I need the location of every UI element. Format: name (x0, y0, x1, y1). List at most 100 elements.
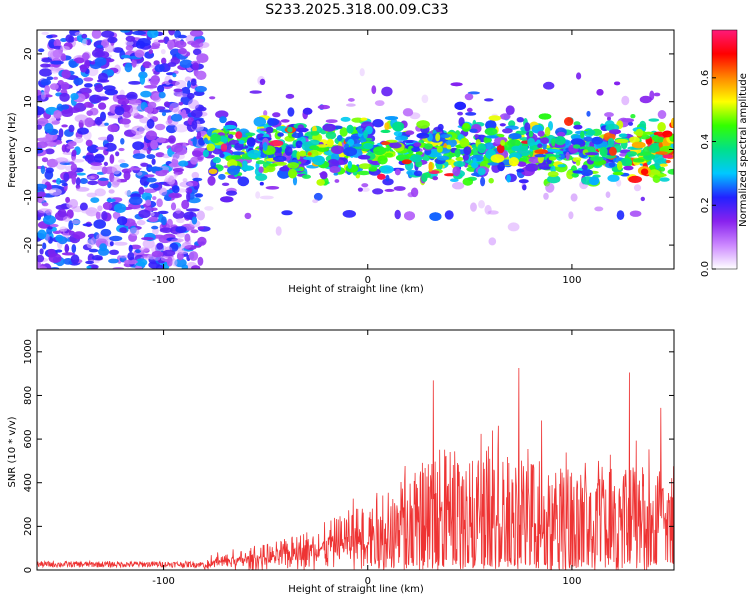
spectrogram-cell (381, 86, 393, 97)
spectrogram-cell (464, 93, 474, 101)
spectrogram-cell (566, 169, 574, 180)
spectrogram-cell (162, 249, 176, 257)
spectrogram-cell (68, 124, 75, 133)
spectrogram-cell (564, 117, 574, 126)
spectrogram-cell (599, 146, 608, 157)
spectrogram-cell (499, 123, 506, 127)
spectrogram-cell (84, 117, 94, 128)
spectrogram-cell (299, 150, 307, 157)
spectrogram-cell (348, 98, 355, 102)
spectrogram-cell (413, 170, 423, 177)
spectrogram-cell (147, 166, 161, 172)
spectrogram-cell (109, 154, 115, 164)
spectrogram-cell (124, 62, 133, 73)
spectrogram-cell (174, 173, 179, 177)
spectrogram-cell (308, 139, 321, 147)
spectrogram-cell (154, 123, 166, 131)
spectrogram-cell (207, 175, 216, 186)
spectrogram-cell (111, 164, 121, 175)
spectrogram-cell (537, 130, 545, 137)
spectrogram-cell (281, 210, 293, 216)
spectrogram-cell (67, 141, 77, 147)
spectrogram-cell (316, 179, 326, 186)
spectrogram-cell (114, 106, 125, 116)
spectrogram-cell (74, 114, 89, 123)
spectrogram-cell (170, 202, 177, 211)
spectrogram-cell (55, 234, 64, 242)
spectrogram-cell (407, 145, 415, 154)
spectrogram-cell (626, 151, 638, 157)
spectrogram-cell (358, 154, 371, 160)
spectrogram-cell (263, 110, 268, 117)
spectrogram-cell (540, 137, 549, 145)
spectrogram-x-ticks: -100 0 100 (152, 30, 581, 286)
spectrogram-cell (302, 107, 313, 115)
spectrogram-cell (68, 107, 81, 113)
spectrogram-cell (131, 125, 145, 135)
spectrogram-cell (86, 192, 97, 198)
spectrogram-cell (543, 81, 555, 90)
spectrogram-cell (637, 152, 652, 156)
spectrogram-cell (66, 209, 74, 219)
spectrogram-cell (384, 188, 395, 192)
spectrogram-cell (653, 92, 661, 97)
spectrogram-cell (131, 58, 137, 68)
spectrogram-cell (129, 107, 139, 117)
spectrogram-cell (175, 80, 187, 89)
spectrogram-cell (85, 260, 94, 265)
spectrogram-cell (453, 160, 466, 168)
spectrogram-cell (196, 131, 202, 139)
spectrogram-cell (109, 235, 123, 242)
spectrogram-cell (596, 89, 604, 96)
spectrogram-cell (190, 229, 199, 234)
spectrogram-cell (384, 116, 399, 121)
spectrogram-cell (244, 212, 252, 220)
spectrogram-cell (500, 139, 506, 146)
spectrogram-cell (470, 154, 484, 162)
spectrogram-cell (148, 216, 159, 222)
colorbar-tick-label: 0.6 (700, 70, 711, 86)
spectrogram-cell (96, 146, 108, 150)
spectrogram-cell (657, 173, 667, 177)
spectrogram-cell (38, 197, 46, 203)
spectrogram-cell (342, 210, 356, 218)
spectrogram-cell (168, 79, 173, 83)
spectrogram-cell (64, 243, 69, 254)
spectrogram-cell (53, 39, 61, 48)
spectrogram-cell (89, 94, 102, 104)
spectrogram-cell (91, 30, 102, 39)
spectrogram-x-axis-label: Height of straight line (km) (288, 284, 424, 295)
spectrogram-cell (140, 162, 149, 167)
spectrogram-cell (231, 151, 245, 155)
x-tick-label: 100 (562, 576, 581, 587)
spectrogram-cell (488, 237, 497, 246)
spectrogram-cell (99, 243, 107, 252)
spectrogram-cell (81, 33, 88, 39)
spectrogram-cell (176, 252, 184, 261)
spectrogram-cell (485, 135, 499, 139)
spectrogram-cell (158, 91, 166, 99)
spectrogram-cell (267, 118, 280, 126)
spectrogram-cell (428, 161, 433, 172)
spectrogram-cell (462, 177, 474, 186)
spectrogram-cell (548, 156, 557, 161)
spectrogram-cell (141, 237, 154, 241)
spectrogram-cell (525, 163, 539, 172)
spectrogram-cell (61, 252, 76, 256)
spectrogram-cell (377, 173, 386, 180)
snr-panel: -100 0 100 0 200 400 600 800 1000 Height of str… (7, 329, 675, 595)
spectrogram-cell (621, 95, 630, 106)
spectrogram-cell (158, 187, 168, 196)
spectrogram-cell (467, 91, 480, 95)
spectrogram-cell (175, 208, 182, 214)
spectrogram-cell (100, 228, 112, 237)
y-tick-label: 400 (23, 473, 34, 492)
spectrogram-cell (40, 63, 51, 68)
spectrogram-cell (586, 129, 596, 136)
spectrogram-cell (146, 177, 157, 183)
spectrogram-cell (85, 139, 93, 147)
spectrogram-cell (615, 138, 629, 144)
spectrogram-cell (359, 68, 365, 77)
spectrogram-cell (402, 139, 417, 144)
spectrogram-cell (307, 150, 319, 158)
